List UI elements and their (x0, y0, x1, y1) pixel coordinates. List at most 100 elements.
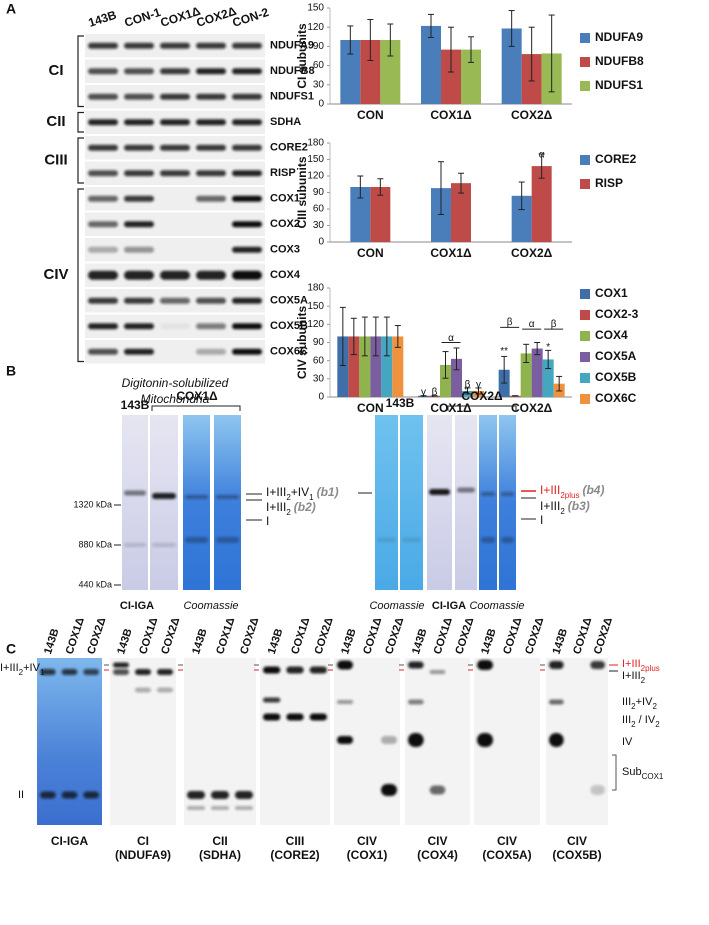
annotation: β (507, 317, 513, 328)
blot-band (88, 42, 118, 49)
bar (392, 336, 404, 397)
subscript: 2plus (560, 491, 579, 500)
stain-label: Coomassie (183, 600, 238, 612)
bar (531, 166, 552, 242)
marker-label: 880 kDa (78, 539, 112, 549)
legend-swatch (580, 331, 590, 341)
bar (421, 25, 441, 105)
blot-label: (COX4) (417, 848, 458, 862)
blot-label: (COX5B) (552, 848, 601, 862)
annotation: α (529, 319, 535, 330)
lane-label: 143B (266, 627, 286, 656)
band-label: I+III2plus (b4) (540, 483, 604, 499)
x-tick-label: COX1Δ (430, 108, 472, 122)
lane-label: COX2Δ (238, 616, 261, 656)
blot-band (232, 42, 262, 49)
bar (360, 40, 381, 104)
gel-lane (214, 415, 241, 590)
protein-label: COX1 (270, 193, 300, 205)
blot-band (232, 270, 262, 280)
bracket (77, 111, 84, 133)
blot-band (196, 144, 226, 151)
blot-band (232, 246, 262, 253)
blot-band (113, 662, 129, 668)
blot-band (124, 119, 154, 126)
legend-label: NDUFA9 (595, 30, 643, 44)
bar (511, 195, 532, 242)
blot-band (187, 806, 205, 810)
legend-swatch (580, 57, 590, 67)
lane-label: CON-2 (231, 5, 271, 30)
lane-label: 143B (479, 627, 499, 656)
blot-band (381, 784, 397, 796)
label-part: Sub (622, 766, 642, 778)
legend-label: COX5A (595, 349, 637, 363)
blot (110, 658, 176, 825)
annotation: β (465, 380, 471, 391)
y-tick-label: 150 (307, 154, 324, 165)
band-label: III2 / IV2 (622, 714, 660, 729)
blot-band (88, 119, 118, 126)
blot-band (124, 490, 146, 496)
band-label: I+III2plus (622, 658, 660, 673)
stain-label: Coomassie (369, 600, 424, 612)
blot-band (381, 736, 397, 744)
lane-label: COX1Δ (432, 616, 455, 656)
gel-lane (183, 415, 210, 590)
lane-label: 143B (87, 8, 119, 30)
y-tick-label: 120 (307, 171, 324, 182)
bar (350, 187, 371, 242)
band-label: I+III2 (b2) (266, 500, 316, 516)
label-part: III (622, 696, 631, 708)
lane-label: CON-1 (123, 5, 163, 30)
protein-label: COX5A (270, 295, 308, 307)
subscript: 1 (309, 493, 314, 502)
blot-band (160, 170, 190, 177)
label-part: I+III (622, 670, 641, 682)
subscript: 2 (641, 676, 646, 685)
bar (359, 336, 371, 397)
complex-label: CII (46, 113, 65, 130)
gel-lane (400, 415, 423, 590)
blot-label: (SDHA) (199, 848, 241, 862)
blot-band (501, 537, 514, 543)
lane-label: COX2Δ (313, 616, 336, 656)
lane-label: COX1Δ (361, 616, 384, 656)
blot-band (232, 297, 262, 304)
legend-swatch (580, 33, 590, 43)
y-tick-label: 0 (318, 99, 324, 110)
bar (381, 336, 393, 397)
bar (429, 395, 440, 397)
marker-label: 440 kDa (78, 579, 112, 589)
blot-label: (CORE2) (270, 848, 319, 862)
blot-band (196, 348, 226, 355)
blot-band (124, 42, 154, 49)
blot-label: CI-IGA (51, 834, 89, 848)
blot-label: (NDUFA9) (115, 848, 171, 862)
stain-label: CI-IGA (120, 600, 154, 612)
blot-band (263, 713, 281, 721)
bar (441, 49, 461, 104)
blot-band (216, 537, 239, 543)
blot-band (124, 170, 154, 177)
blot-band (408, 733, 424, 747)
gel-lane (375, 415, 398, 590)
blot-band (135, 687, 151, 693)
blot-label: CIV (357, 834, 377, 848)
blot-band (309, 666, 327, 674)
lane-label: 143B (115, 627, 135, 656)
lane-label: COX1Δ (214, 616, 237, 656)
panel-label: C (6, 641, 16, 657)
annotation: β (432, 387, 438, 398)
complex-label: CI (49, 62, 64, 79)
blot-band (196, 119, 226, 126)
protein-label: CORE2 (270, 142, 308, 154)
lane-label: 143B (339, 627, 359, 656)
blot-band (196, 170, 226, 177)
lane-label: COX1Δ (137, 616, 160, 656)
protein-label: NDUFA9 (270, 40, 314, 52)
blot-band (124, 144, 154, 151)
annotation: * (546, 342, 550, 353)
blot-band (337, 700, 353, 704)
blot-band (235, 806, 253, 810)
